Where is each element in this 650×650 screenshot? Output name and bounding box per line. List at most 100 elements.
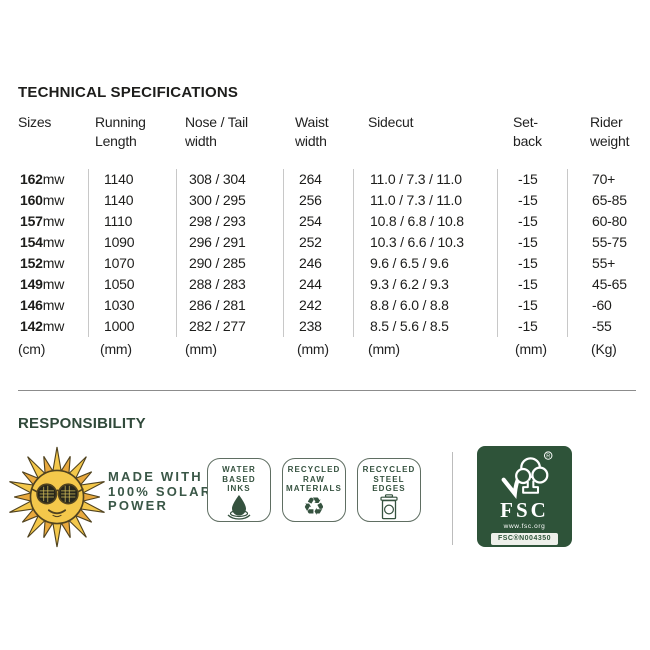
value-cell: 55-75 xyxy=(567,232,637,253)
section-divider xyxy=(18,390,636,391)
value-cell: 45-65 xyxy=(567,274,637,295)
size-cell: 157mw xyxy=(20,213,65,229)
value-cell: 242 xyxy=(283,295,353,316)
spec-header-row: Sizes Running Length Nose / Tail width Waist w… xyxy=(18,113,638,151)
value-cell: 246 xyxy=(283,253,353,274)
solar-power-claim: MADE WITH 100% SOLAR POWER xyxy=(108,469,213,514)
trash-can-icon xyxy=(376,493,402,520)
value-cell: 244 xyxy=(283,274,353,295)
value-cell: 252 xyxy=(283,232,353,253)
table-row: 149mw 1050 288 / 283 244 9.3 / 6.2 / 9.3 -15 4… xyxy=(18,274,638,295)
responsibility-heading: RESPONSIBILITY xyxy=(18,415,146,432)
unit-cell: (mm) xyxy=(515,341,547,357)
column-header: Waist width xyxy=(295,114,329,149)
column-header: Sidecut xyxy=(368,114,414,130)
value-cell: 298 / 293 xyxy=(176,211,283,232)
badge-fsc-divider xyxy=(452,452,453,545)
recycle-icon: ♻ xyxy=(302,491,326,521)
value-cell: 1110 xyxy=(88,211,176,232)
value-cell: 1140 xyxy=(88,169,176,190)
value-cell: 55+ xyxy=(567,253,637,274)
value-cell: -60 xyxy=(567,295,637,316)
unit-cell: (mm) xyxy=(100,341,132,357)
solar-line: 100% SOLAR xyxy=(108,483,213,499)
column-header: Set-back xyxy=(513,114,542,149)
value-cell: 60-80 xyxy=(567,211,637,232)
value-cell: -15 xyxy=(497,295,567,316)
unit-cell: (mm) xyxy=(368,341,400,357)
page-title: TECHNICAL SPECIFICATIONS xyxy=(18,84,239,101)
size-cell: 154mw xyxy=(20,234,65,250)
value-cell: 1090 xyxy=(88,232,176,253)
solar-line: MADE WITH xyxy=(108,469,203,484)
svg-text:R: R xyxy=(546,454,550,460)
column-header: Nose / Tail width xyxy=(185,114,248,149)
unit-cell: (mm) xyxy=(185,341,217,357)
size-cell: 160mw xyxy=(20,192,65,208)
value-cell: 254 xyxy=(283,211,353,232)
size-cell: 142mw xyxy=(20,318,65,334)
table-row: 146mw 1030 286 / 281 242 8.8 / 6.0 / 8.8 -15-… xyxy=(18,295,638,316)
value-cell: 1000 xyxy=(88,316,176,337)
value-cell: -15 xyxy=(497,253,567,274)
value-cell: 10.8 / 6.8 / 10.8 xyxy=(353,211,497,232)
table-row: 142mw 1000 282 / 277 238 8.5 / 5.6 / 8.5 -15-… xyxy=(18,316,638,337)
spec-table-body: 162mw 1140 308 / 304 264 11.0 / 7.3 / 11.0 -1… xyxy=(18,169,638,337)
value-cell: 308 / 304 xyxy=(176,169,283,190)
value-cell: 290 / 285 xyxy=(176,253,283,274)
unit-cell: (mm) xyxy=(297,341,329,357)
value-cell: 1050 xyxy=(88,274,176,295)
badge-label: RECYCLED STEEL EDGES xyxy=(362,465,416,493)
fsc-label: R FSC www.fsc.org FSC®N004350 xyxy=(477,446,572,547)
value-cell: 264 xyxy=(283,169,353,190)
value-cell: 296 / 291 xyxy=(176,232,283,253)
value-cell: 11.0 / 7.3 / 11.0 xyxy=(353,169,497,190)
value-cell: 9.3 / 6.2 / 9.3 xyxy=(353,274,497,295)
sun-icon xyxy=(9,446,105,548)
value-cell: 65-85 xyxy=(567,190,637,211)
value-cell: 8.5 / 5.6 / 8.5 xyxy=(353,316,497,337)
column-header: Sizes xyxy=(18,114,52,130)
value-cell: 300 / 295 xyxy=(176,190,283,211)
size-cell: 149mw xyxy=(20,276,65,292)
value-cell: 9.6 / 6.5 / 9.6 xyxy=(353,253,497,274)
badge-label: WATER BASED INKS xyxy=(222,465,256,493)
fsc-tree-icon: R xyxy=(501,451,552,499)
badge-recycled-raw-materials: RECYCLED RAW MATERIALS ♻ xyxy=(282,458,346,522)
value-cell: 286 / 281 xyxy=(176,295,283,316)
eco-badges: WATER BASED INKS RECYCLED RAW MATERIALS … xyxy=(207,458,421,522)
value-cell: 282 / 277 xyxy=(176,316,283,337)
value-cell: -15 xyxy=(497,274,567,295)
value-cell: 288 / 283 xyxy=(176,274,283,295)
fsc-wordmark: FSC xyxy=(500,498,549,522)
fsc-url: www.fsc.org xyxy=(503,523,546,530)
column-header: Rider weight xyxy=(590,114,630,149)
unit-cell: (Kg) xyxy=(591,341,617,357)
unit-cell: (cm) xyxy=(18,341,46,357)
value-cell: -15 xyxy=(497,211,567,232)
table-row: 154mw 1090 296 / 291 252 10.3 / 6.6 / 10.3 -1… xyxy=(18,232,638,253)
value-cell: -15 xyxy=(497,169,567,190)
value-cell: -15 xyxy=(497,190,567,211)
sunglasses-icon xyxy=(31,483,84,505)
table-row: 152mw 1070 290 / 285 246 9.6 / 6.5 / 9.6 -15 5… xyxy=(18,253,638,274)
value-cell: 8.8 / 6.0 / 8.8 xyxy=(353,295,497,316)
value-cell: -15 xyxy=(497,232,567,253)
value-cell: -15 xyxy=(497,316,567,337)
value-cell: 70+ xyxy=(567,169,637,190)
fsc-license-code: FSC®N004350 xyxy=(490,533,559,545)
size-cell: 152mw xyxy=(20,255,65,271)
column-header: Running Length xyxy=(95,114,146,149)
units-row: (cm) (mm) (mm) (mm) (mm) (mm) (Kg) xyxy=(18,339,638,359)
badge-recycled-steel-edges: RECYCLED STEEL EDGES xyxy=(357,458,421,522)
value-cell: 1140 xyxy=(88,190,176,211)
badge-water-based-inks: WATER BASED INKS xyxy=(207,458,271,522)
value-cell: 256 xyxy=(283,190,353,211)
badge-label: RECYCLED RAW MATERIALS xyxy=(286,465,342,493)
water-drop-icon xyxy=(224,494,254,520)
value-cell: 1070 xyxy=(88,253,176,274)
value-cell: 1030 xyxy=(88,295,176,316)
table-row: 162mw 1140 308 / 304 264 11.0 / 7.3 / 11.0 -1… xyxy=(18,169,638,190)
value-cell: 10.3 / 6.6 / 10.3 xyxy=(353,232,497,253)
value-cell: 238 xyxy=(283,316,353,337)
